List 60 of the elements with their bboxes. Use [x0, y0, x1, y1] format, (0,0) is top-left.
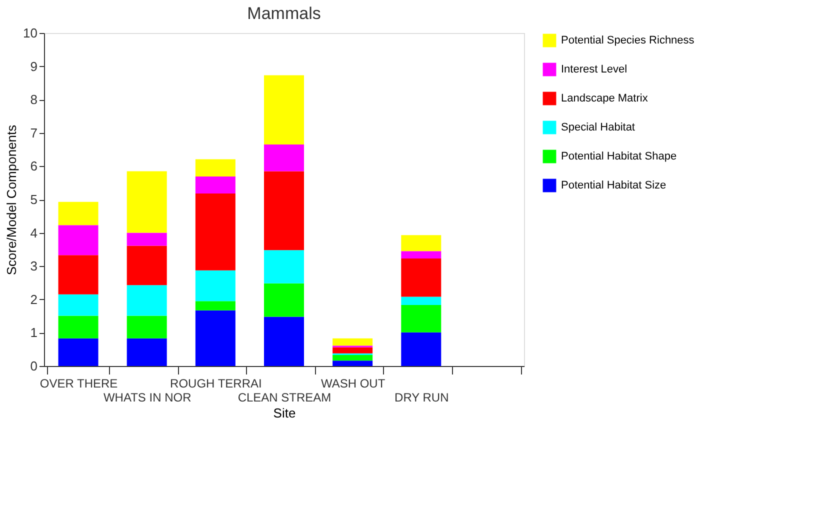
bar — [195, 159, 236, 177]
y-tick-label: 10 — [23, 26, 38, 40]
bar — [126, 246, 167, 286]
bar — [195, 310, 236, 366]
bar — [401, 332, 442, 366]
y-tick-label: 6 — [30, 158, 38, 174]
y-tick-label: 2 — [30, 292, 38, 307]
bar — [264, 283, 304, 317]
bar — [401, 251, 442, 258]
bar — [401, 258, 442, 297]
bar — [401, 305, 442, 332]
bar — [126, 232, 167, 246]
bar — [58, 202, 98, 226]
x-tick-label: ROUGH TERRAI — [170, 376, 262, 390]
x-tick-label: WASH OUT — [320, 376, 386, 390]
bar — [401, 235, 442, 252]
bar — [126, 316, 167, 338]
bar — [332, 355, 373, 361]
bar — [332, 338, 373, 346]
bar — [332, 360, 373, 366]
x-tick-label: CLEAN STREAM — [238, 390, 332, 404]
y-tick-label: 3 — [30, 258, 38, 274]
bar — [401, 296, 442, 306]
legend-label: Interest Level — [561, 64, 628, 76]
bar — [126, 285, 167, 316]
x-tick-label: OVER THERE — [40, 376, 118, 390]
y-tick-label: 8 — [30, 92, 38, 108]
bar — [195, 270, 236, 302]
bar — [195, 301, 236, 310]
bar — [58, 294, 98, 316]
y-tick-label: 7 — [30, 125, 38, 140]
legend-label: Landscape Matrix — [561, 92, 648, 104]
chart-title: Mammals — [247, 4, 321, 23]
y-tick-label: 5 — [30, 192, 38, 207]
x-tick-label: WHATS IN NOR — [103, 390, 192, 404]
x-axis-title: Site — [273, 406, 296, 420]
y-tick-label: 0 — [30, 358, 38, 374]
bar — [332, 347, 373, 354]
bar — [264, 75, 304, 145]
legend-label: Potential Habitat Size — [561, 180, 666, 192]
legend-label: Special Habitat — [561, 122, 635, 134]
y-axis-title: Score/Model Components — [4, 124, 20, 276]
bar — [58, 225, 98, 256]
legend-label: Potential Habitat Shape — [561, 150, 677, 162]
y-tick-label: 9 — [30, 58, 38, 74]
bar — [264, 144, 304, 172]
legend-label: Potential Species Richness — [561, 34, 695, 46]
bar — [195, 176, 236, 194]
bar — [264, 250, 304, 284]
bar — [58, 338, 98, 366]
bar — [264, 316, 304, 366]
bar — [264, 171, 304, 250]
x-tick-label: DRY RUN — [394, 390, 449, 404]
bar — [126, 171, 167, 233]
y-tick-label: 4 — [30, 225, 38, 240]
bar — [58, 316, 98, 338]
bar — [58, 255, 98, 294]
bar — [126, 338, 167, 366]
y-tick-label: 1 — [30, 325, 38, 340]
bar — [195, 194, 236, 270]
